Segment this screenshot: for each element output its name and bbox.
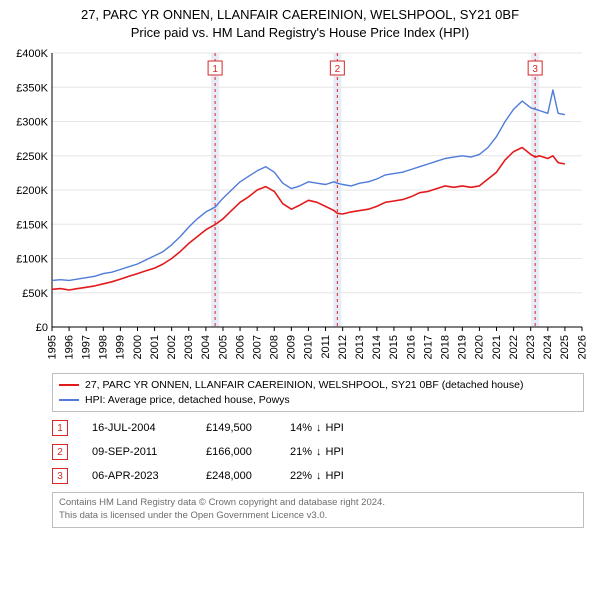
sale-price: £166,000 <box>206 446 266 458</box>
svg-text:2009: 2009 <box>286 335 298 359</box>
sale-diff: 21% ↓ HPI <box>290 446 370 458</box>
arrow-down-icon: ↓ <box>316 470 322 482</box>
svg-text:2: 2 <box>335 64 341 75</box>
svg-text:2018: 2018 <box>440 335 452 359</box>
svg-text:2000: 2000 <box>132 335 144 359</box>
sale-price: £248,000 <box>206 470 266 482</box>
svg-text:2024: 2024 <box>542 335 554 359</box>
sale-date: 16-JUL-2004 <box>92 422 182 434</box>
svg-text:2022: 2022 <box>508 335 520 359</box>
price-chart: £0 £50K £100K £150K £200K £250K £300K £350K £400… <box>8 47 592 367</box>
sale-price: £149,500 <box>206 422 266 434</box>
footnote-line-2: This data is licensed under the Open Gov… <box>59 510 577 523</box>
svg-text:1996: 1996 <box>63 335 75 359</box>
svg-text:2005: 2005 <box>217 335 229 359</box>
chart-title: 27, PARC YR ONNEN, LLANFAIR CAEREINION, … <box>8 6 592 41</box>
svg-text:2007: 2007 <box>251 335 263 359</box>
legend-swatch-hpi <box>59 399 79 401</box>
svg-text:1: 1 <box>212 64 218 75</box>
legend-label-property: 27, PARC YR ONNEN, LLANFAIR CAEREINION, … <box>85 378 523 393</box>
svg-text:2025: 2025 <box>559 335 571 359</box>
svg-text:2006: 2006 <box>234 335 246 359</box>
footnote: Contains HM Land Registry data © Crown c… <box>52 492 584 528</box>
chart-svg: £0 £50K £100K £150K £200K £250K £300K £350K £400… <box>8 47 592 367</box>
title-line-1: 27, PARC YR ONNEN, LLANFAIR CAEREINION, … <box>8 6 592 24</box>
legend-swatch-property <box>59 384 79 386</box>
svg-text:£200K: £200K <box>16 185 48 197</box>
svg-text:2026: 2026 <box>576 335 588 359</box>
svg-text:£50K: £50K <box>22 288 48 300</box>
svg-text:£150K: £150K <box>16 219 48 231</box>
sale-diff: 22% ↓ HPI <box>290 470 370 482</box>
sale-diff: 14% ↓ HPI <box>290 422 370 434</box>
svg-text:2004: 2004 <box>200 335 212 359</box>
sale-marker-2: 2 <box>52 444 68 460</box>
svg-text:2015: 2015 <box>388 335 400 359</box>
title-line-2: Price paid vs. HM Land Registry's House … <box>8 24 592 42</box>
legend-label-hpi: HPI: Average price, detached house, Powy… <box>85 393 290 408</box>
arrow-down-icon: ↓ <box>316 422 322 434</box>
sale-marker-3: 3 <box>52 468 68 484</box>
svg-text:2001: 2001 <box>149 335 161 359</box>
svg-text:2002: 2002 <box>166 335 178 359</box>
table-row: 1 16-JUL-2004 £149,500 14% ↓ HPI <box>52 420 584 436</box>
svg-text:£0: £0 <box>36 322 48 334</box>
arrow-down-icon: ↓ <box>316 446 322 458</box>
svg-text:2011: 2011 <box>320 335 332 359</box>
footnote-line-1: Contains HM Land Registry data © Crown c… <box>59 497 577 510</box>
svg-text:2013: 2013 <box>354 335 366 359</box>
svg-text:1997: 1997 <box>80 335 92 359</box>
svg-text:2003: 2003 <box>183 335 195 359</box>
svg-text:£400K: £400K <box>16 48 48 60</box>
legend-item-hpi: HPI: Average price, detached house, Powy… <box>59 393 577 408</box>
sales-table: 1 16-JUL-2004 £149,500 14% ↓ HPI 2 09-SE… <box>52 420 584 484</box>
sale-date: 06-APR-2023 <box>92 470 182 482</box>
table-row: 3 06-APR-2023 £248,000 22% ↓ HPI <box>52 468 584 484</box>
svg-text:1999: 1999 <box>115 335 127 359</box>
svg-text:2008: 2008 <box>269 335 281 359</box>
legend-item-property: 27, PARC YR ONNEN, LLANFAIR CAEREINION, … <box>59 378 577 393</box>
svg-text:2012: 2012 <box>337 335 349 359</box>
svg-text:1998: 1998 <box>98 335 110 359</box>
svg-text:£100K: £100K <box>16 254 48 266</box>
legend: 27, PARC YR ONNEN, LLANFAIR CAEREINION, … <box>52 373 584 412</box>
svg-text:£300K: £300K <box>16 117 48 129</box>
svg-text:2016: 2016 <box>405 335 417 359</box>
svg-text:2020: 2020 <box>474 335 486 359</box>
svg-text:2017: 2017 <box>422 335 434 359</box>
svg-text:2019: 2019 <box>457 335 469 359</box>
svg-text:2021: 2021 <box>491 335 503 359</box>
sale-date: 09-SEP-2011 <box>92 446 182 458</box>
sale-marker-1: 1 <box>52 420 68 436</box>
svg-text:2023: 2023 <box>525 335 537 359</box>
svg-text:1995: 1995 <box>46 335 58 359</box>
svg-text:2014: 2014 <box>371 335 383 359</box>
svg-text:2010: 2010 <box>303 335 315 359</box>
svg-text:£350K: £350K <box>16 82 48 94</box>
svg-text:£250K: £250K <box>16 151 48 163</box>
table-row: 2 09-SEP-2011 £166,000 21% ↓ HPI <box>52 444 584 460</box>
svg-text:3: 3 <box>532 64 538 75</box>
